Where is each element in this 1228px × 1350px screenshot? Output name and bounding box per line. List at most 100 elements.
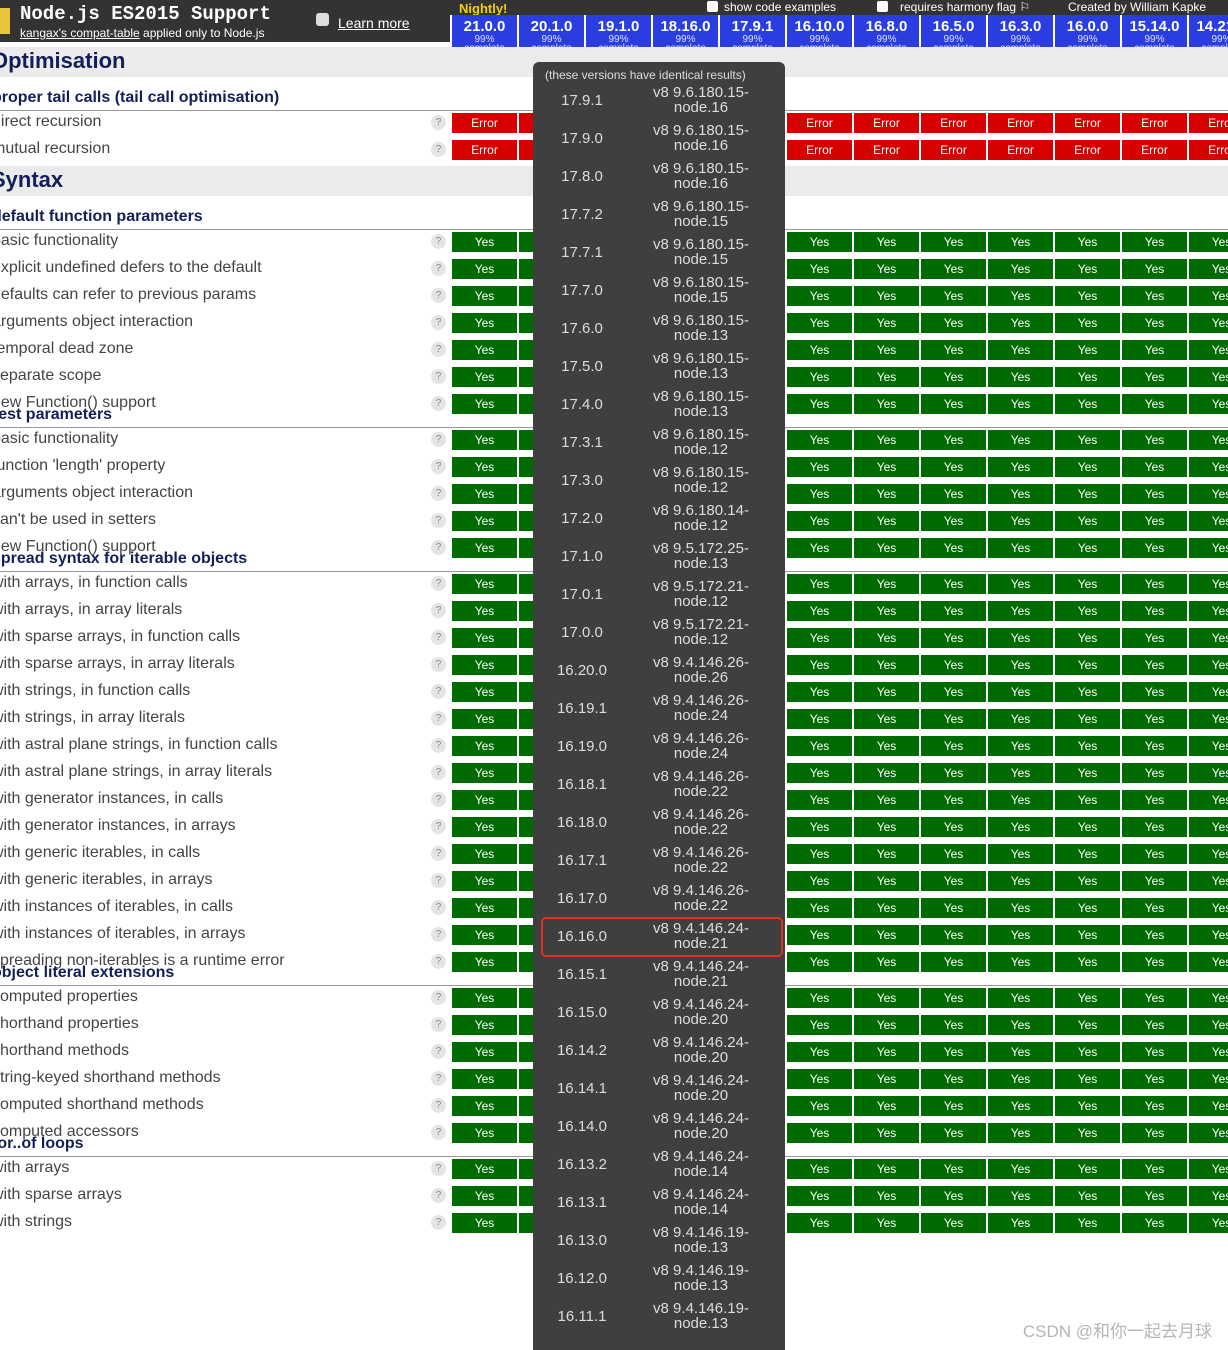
result-cell[interactable]: Yes: [1055, 1186, 1120, 1206]
help-button[interactable]: ?: [431, 954, 446, 969]
result-cell[interactable]: Yes: [854, 736, 919, 756]
result-cell[interactable]: Yes: [921, 1069, 986, 1089]
result-cell[interactable]: Yes: [452, 655, 517, 675]
result-cell[interactable]: Yes: [1122, 628, 1187, 648]
result-cell[interactable]: Yes: [1122, 682, 1187, 702]
result-cell[interactable]: Yes: [1189, 628, 1228, 648]
result-cell[interactable]: Yes: [988, 286, 1053, 306]
result-cell[interactable]: Yes: [1055, 574, 1120, 594]
help-button[interactable]: ?: [431, 792, 446, 807]
result-cell[interactable]: Yes: [787, 1186, 852, 1206]
result-cell[interactable]: Yes: [1189, 1159, 1228, 1179]
result-cell[interactable]: Yes: [1055, 790, 1120, 810]
result-cell[interactable]: Yes: [1122, 601, 1187, 621]
result-cell[interactable]: Error: [452, 140, 517, 160]
help-button[interactable]: ?: [431, 819, 446, 834]
result-cell[interactable]: Yes: [787, 988, 852, 1008]
result-cell[interactable]: Yes: [1189, 538, 1228, 558]
result-cell[interactable]: Yes: [1189, 1123, 1228, 1143]
result-cell[interactable]: Yes: [854, 1096, 919, 1116]
result-cell[interactable]: Yes: [787, 367, 852, 387]
result-cell[interactable]: Yes: [1122, 1123, 1187, 1143]
result-cell[interactable]: Yes: [921, 925, 986, 945]
result-cell[interactable]: Yes: [921, 367, 986, 387]
result-cell[interactable]: Yes: [452, 430, 517, 450]
result-cell[interactable]: Yes: [452, 511, 517, 531]
result-cell[interactable]: Yes: [1122, 313, 1187, 333]
result-cell[interactable]: Yes: [988, 817, 1053, 837]
help-button[interactable]: ?: [431, 396, 446, 411]
result-cell[interactable]: Yes: [988, 538, 1053, 558]
result-cell[interactable]: Yes: [1189, 286, 1228, 306]
result-cell[interactable]: Yes: [1189, 1015, 1228, 1035]
help-button[interactable]: ?: [431, 738, 446, 753]
result-cell[interactable]: Yes: [854, 952, 919, 972]
result-cell[interactable]: Yes: [1189, 736, 1228, 756]
result-cell[interactable]: Yes: [854, 844, 919, 864]
result-cell[interactable]: Yes: [988, 790, 1053, 810]
result-cell[interactable]: Yes: [1189, 655, 1228, 675]
result-cell[interactable]: Yes: [988, 952, 1053, 972]
result-cell[interactable]: Yes: [1055, 340, 1120, 360]
result-cell[interactable]: Yes: [1189, 682, 1228, 702]
result-cell[interactable]: Yes: [452, 484, 517, 504]
result-cell[interactable]: Yes: [854, 484, 919, 504]
result-cell[interactable]: Yes: [921, 817, 986, 837]
result-cell[interactable]: Yes: [452, 1186, 517, 1206]
result-cell[interactable]: Yes: [854, 601, 919, 621]
result-cell[interactable]: Yes: [854, 394, 919, 414]
result-cell[interactable]: Yes: [1122, 655, 1187, 675]
result-cell[interactable]: Yes: [452, 394, 517, 414]
result-cell[interactable]: Yes: [988, 1069, 1053, 1089]
result-cell[interactable]: Yes: [1189, 844, 1228, 864]
result-cell[interactable]: Yes: [988, 430, 1053, 450]
result-cell[interactable]: Yes: [1122, 1015, 1187, 1035]
help-button[interactable]: ?: [431, 873, 446, 888]
result-cell[interactable]: Error: [1122, 113, 1187, 133]
result-cell[interactable]: Yes: [1122, 511, 1187, 531]
result-cell[interactable]: Yes: [1055, 1123, 1120, 1143]
help-button[interactable]: ?: [431, 1044, 446, 1059]
result-cell[interactable]: Yes: [854, 1123, 919, 1143]
result-cell[interactable]: Yes: [854, 898, 919, 918]
result-cell[interactable]: Yes: [854, 655, 919, 675]
result-cell[interactable]: Yes: [1122, 871, 1187, 891]
result-cell[interactable]: Yes: [787, 538, 852, 558]
help-button[interactable]: ?: [431, 234, 446, 249]
result-cell[interactable]: Yes: [1122, 817, 1187, 837]
result-cell[interactable]: Yes: [1122, 367, 1187, 387]
result-cell[interactable]: Yes: [921, 763, 986, 783]
result-cell[interactable]: Yes: [452, 952, 517, 972]
result-cell[interactable]: Yes: [921, 430, 986, 450]
result-cell[interactable]: Yes: [787, 628, 852, 648]
result-cell[interactable]: Yes: [988, 682, 1053, 702]
result-cell[interactable]: Yes: [854, 574, 919, 594]
help-button[interactable]: ?: [431, 540, 446, 555]
result-cell[interactable]: Yes: [988, 574, 1053, 594]
result-cell[interactable]: Yes: [921, 574, 986, 594]
result-cell[interactable]: Yes: [1055, 259, 1120, 279]
result-cell[interactable]: Yes: [988, 1159, 1053, 1179]
result-cell[interactable]: Yes: [1055, 655, 1120, 675]
result-cell[interactable]: Yes: [787, 709, 852, 729]
result-cell[interactable]: Yes: [1055, 313, 1120, 333]
result-cell[interactable]: Yes: [854, 790, 919, 810]
result-cell[interactable]: Yes: [787, 1069, 852, 1089]
result-cell[interactable]: Yes: [1189, 1042, 1228, 1062]
result-cell[interactable]: Yes: [1189, 1069, 1228, 1089]
result-cell[interactable]: Yes: [854, 925, 919, 945]
result-cell[interactable]: Yes: [1055, 1213, 1120, 1233]
result-cell[interactable]: Yes: [988, 655, 1053, 675]
result-cell[interactable]: Yes: [1055, 763, 1120, 783]
result-cell[interactable]: Yes: [988, 484, 1053, 504]
result-cell[interactable]: Yes: [1189, 394, 1228, 414]
result-cell[interactable]: Yes: [787, 1159, 852, 1179]
result-cell[interactable]: Yes: [452, 367, 517, 387]
result-cell[interactable]: Yes: [1189, 925, 1228, 945]
result-cell[interactable]: Yes: [452, 1042, 517, 1062]
result-cell[interactable]: Yes: [921, 340, 986, 360]
result-cell[interactable]: Yes: [787, 340, 852, 360]
result-cell[interactable]: Yes: [988, 1213, 1053, 1233]
help-button[interactable]: ?: [431, 1161, 446, 1176]
result-cell[interactable]: Yes: [1122, 1096, 1187, 1116]
